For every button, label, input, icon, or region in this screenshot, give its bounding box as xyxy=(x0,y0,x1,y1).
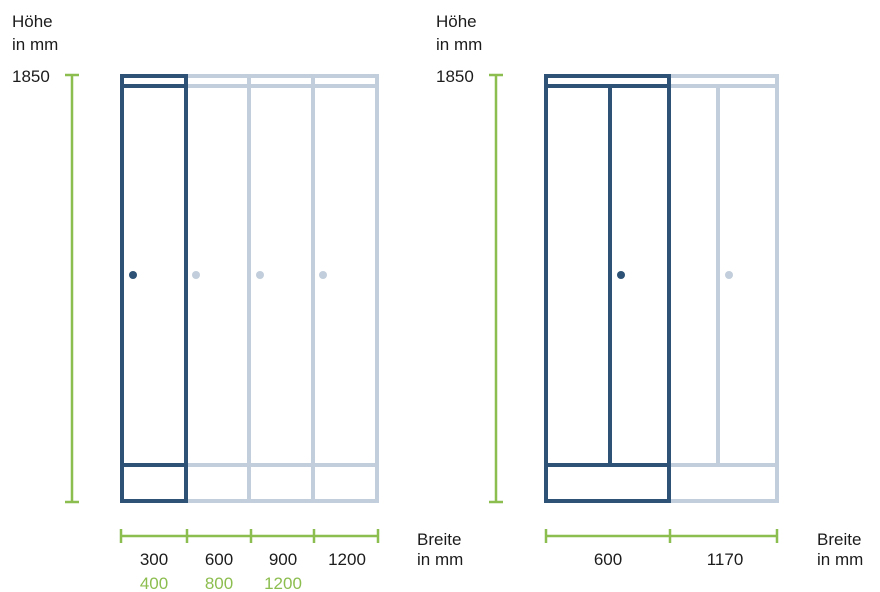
right-height-dimension-line xyxy=(489,73,503,504)
left-height-value: 1850 xyxy=(12,67,50,86)
left-width-primary: 900 xyxy=(269,550,297,569)
left-width-secondary: 800 xyxy=(205,574,233,592)
door-knob-icon xyxy=(617,271,625,279)
right-width-dimension-line xyxy=(544,529,779,543)
left-width-label-line2: in mm xyxy=(417,550,463,569)
door-knob-icon xyxy=(725,271,733,279)
left-width-dimension-line xyxy=(119,529,380,543)
right-cabinet-base-unit xyxy=(544,74,671,503)
left-cabinet-base-unit xyxy=(120,74,188,503)
left-width-primary: 1200 xyxy=(328,550,366,569)
right-height-value: 1850 xyxy=(436,67,474,86)
right-width-primary: 600 xyxy=(594,550,622,569)
left-height-dimension-line xyxy=(65,73,79,504)
left-width-primary: 600 xyxy=(205,550,233,569)
left-cabinet-extension xyxy=(184,74,379,503)
door-knob-icon xyxy=(319,271,327,279)
right-width-primary: 1170 xyxy=(707,550,744,569)
door-knob-icon xyxy=(192,271,200,279)
left-height-label-line2: in mm xyxy=(12,35,58,54)
right-width-label-line2: in mm xyxy=(817,550,863,569)
left-height-label-line1: Höhe xyxy=(12,12,53,31)
door-knob-icon xyxy=(129,271,137,279)
left-diagram: Höhe in mm 1850 xyxy=(12,12,463,592)
right-height-label-line2: in mm xyxy=(436,35,482,54)
left-width-secondary: 400 xyxy=(140,574,168,592)
right-cabinet-extension xyxy=(667,74,779,503)
door-knob-icon xyxy=(256,271,264,279)
right-height-label-line1: Höhe xyxy=(436,12,477,31)
right-diagram: Höhe in mm 1850 60 xyxy=(436,12,863,569)
left-width-label-line1: Breite xyxy=(417,530,461,549)
left-width-secondary: 1200 xyxy=(264,574,302,592)
right-width-label-line1: Breite xyxy=(817,530,861,549)
left-width-primary: 300 xyxy=(140,550,168,569)
